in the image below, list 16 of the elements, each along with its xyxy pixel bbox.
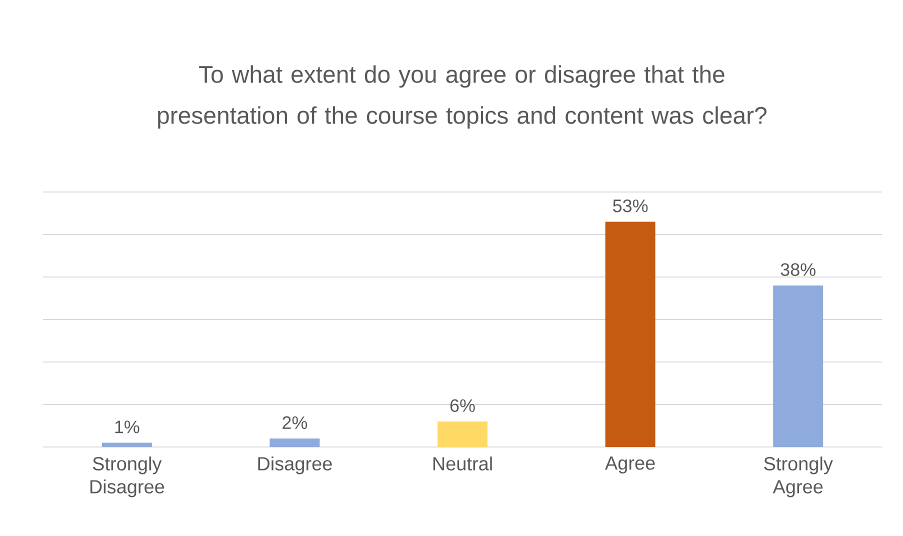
data-label: 38% — [780, 263, 816, 276]
bar — [438, 422, 488, 447]
bar — [605, 222, 656, 447]
x-tick-label: Disagree — [258, 456, 332, 474]
data-label: 2% — [282, 416, 308, 429]
bar — [102, 442, 152, 447]
bar — [773, 286, 824, 447]
x-tick-label: Agree — [604, 456, 655, 474]
x-tick-label: Neutral — [433, 456, 492, 470]
data-label: 1% — [115, 420, 140, 434]
x-tick-label: Strongly Agree — [764, 456, 833, 498]
chart-title: To what extent do you agree or disagree that the presentation of the course topics and content was clear? — [158, 65, 767, 129]
data-label: 6% — [450, 399, 475, 412]
bar — [270, 438, 320, 447]
x-tick-label: Strongly Disagree — [90, 456, 164, 498]
data-label: 53% — [613, 199, 648, 212]
